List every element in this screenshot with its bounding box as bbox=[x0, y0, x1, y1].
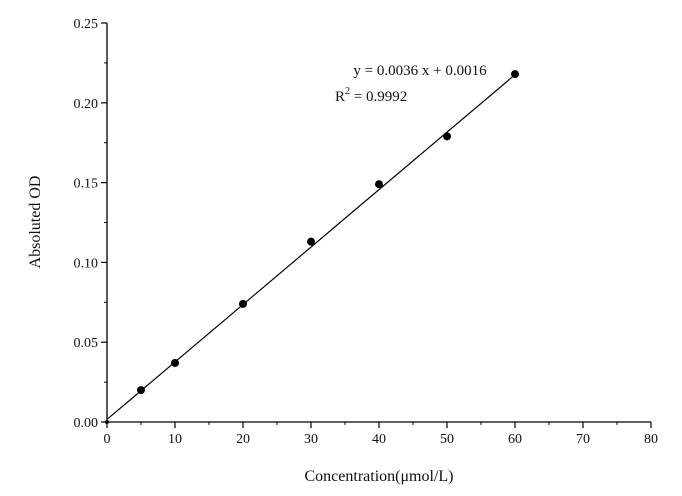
y-axis-label: Absoluted OD bbox=[27, 176, 44, 269]
y-tick-label: 0.15 bbox=[74, 177, 99, 192]
marks bbox=[105, 70, 519, 424]
data-point bbox=[307, 237, 315, 246]
data-point bbox=[137, 386, 145, 395]
axes bbox=[106, 23, 651, 423]
x-tick-label: 50 bbox=[440, 432, 454, 447]
x-tick-label: 30 bbox=[304, 432, 318, 447]
data-point bbox=[375, 180, 383, 189]
r2-superscript: 2 bbox=[345, 86, 350, 97]
x-tick-label: 0 bbox=[104, 432, 111, 447]
y-tick-label: 0.10 bbox=[74, 256, 99, 271]
r2-annotation: R2 = 0.9992 bbox=[335, 86, 407, 105]
y-tick-label: 0.00 bbox=[74, 416, 99, 431]
data-point bbox=[443, 132, 451, 141]
data-point bbox=[511, 70, 519, 79]
data-point bbox=[239, 299, 247, 308]
fit-line bbox=[106, 74, 516, 420]
equation-annotation: y = 0.0036 x + 0.0016 bbox=[353, 63, 487, 79]
x-tick-label: 80 bbox=[644, 432, 658, 447]
x-axis-label: Concentration(μmol/L) bbox=[305, 468, 454, 485]
x-tick-label: 40 bbox=[372, 432, 386, 447]
y-tick-label: 0.20 bbox=[74, 97, 99, 112]
r2-label: R bbox=[335, 89, 345, 105]
data-point bbox=[105, 420, 109, 424]
ticks: 0 10 20 30 40 50 60 70 80 0.00 0.05 0.10 0.15 0.20 0.2… bbox=[74, 17, 659, 447]
x-tick-label: 20 bbox=[236, 432, 250, 447]
x-tick-label: 60 bbox=[508, 432, 522, 447]
r2-value: = 0.9992 bbox=[350, 89, 407, 105]
y-tick-label: 0.05 bbox=[74, 336, 99, 351]
x-tick-label: 70 bbox=[576, 432, 590, 447]
x-tick-label: 10 bbox=[168, 432, 182, 447]
data-point bbox=[171, 358, 179, 367]
y-tick-label: 0.25 bbox=[74, 17, 99, 32]
